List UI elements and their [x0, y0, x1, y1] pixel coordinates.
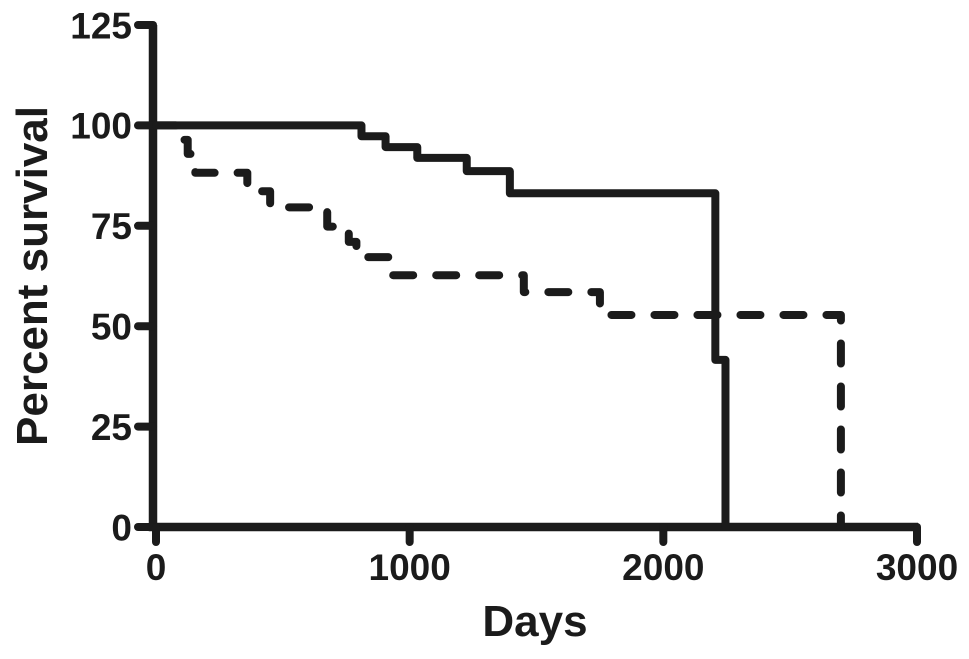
y-tick-label: 50	[91, 307, 132, 348]
y-tick-label: 0	[111, 507, 132, 548]
x-tick-label: 2000	[622, 547, 704, 588]
dashed-survival-curve	[152, 121, 845, 531]
y-tick-label: 25	[91, 407, 132, 448]
y-tick-label: 125	[70, 5, 132, 46]
y-axis-title: Percent survival	[8, 106, 57, 446]
x-tick-label: 0	[146, 547, 167, 588]
x-tick-label: 3000	[876, 547, 958, 588]
solid-survival-curve	[156, 121, 730, 527]
x-tick-label: 1000	[369, 547, 451, 588]
y-tick-label: 75	[91, 206, 132, 247]
x-axis-title: Days	[482, 597, 587, 646]
y-tick-label: 100	[70, 106, 132, 147]
plot-axes	[148, 25, 918, 532]
